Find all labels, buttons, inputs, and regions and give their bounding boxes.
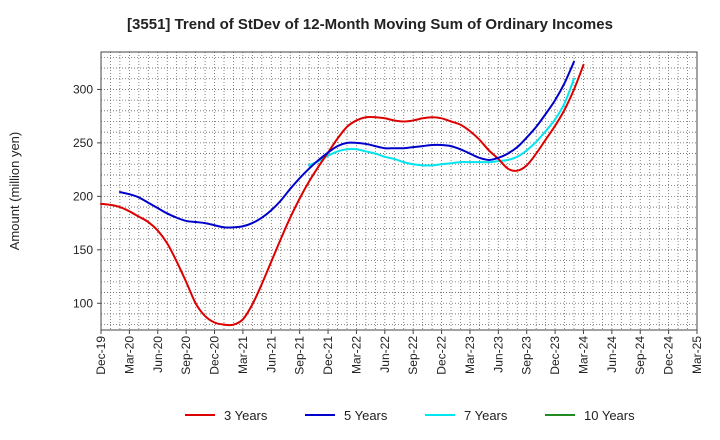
plot-border: [100, 51, 698, 331]
y-tick-label: 250: [73, 136, 93, 150]
axes: 100 150 200 250 300 Dec-19 Mar-20 Jun-20 Sep-20 D…: [73, 51, 704, 375]
x-tick-label: Sep-22: [406, 336, 420, 375]
x-tick-label: Dec-19: [94, 336, 108, 375]
legend-label-10-years: 10 Years: [584, 408, 635, 423]
x-tick-label: Jun-22: [378, 336, 392, 373]
x-tick-label: Mar-21: [236, 336, 250, 374]
x-tick-label: Jun-20: [151, 336, 165, 373]
legend-label-7-years: 7 Years: [464, 408, 508, 423]
x-tick-label: Sep-20: [179, 336, 193, 375]
series-line-5-years: [118, 60, 576, 229]
x-tick-label: Jun-24: [605, 336, 619, 373]
y-tick-label: 150: [73, 243, 93, 257]
legend-label-5-years: 5 Years: [344, 408, 388, 423]
legend-label-3-years: 3 Years: [224, 408, 268, 423]
legend: 3 Years 5 Years 7 Years 10 Years: [185, 408, 635, 423]
x-tick-label: Jun-23: [491, 336, 505, 373]
series-lines: [100, 60, 585, 327]
y-axis-label: Amount (million yen): [7, 132, 22, 251]
x-tick-label: Mar-25: [690, 336, 704, 374]
x-tick-label: Mar-20: [122, 336, 136, 374]
y-tick-label: 300: [73, 82, 93, 96]
chart-title: [3551] Trend of StDev of 12-Month Moving…: [127, 16, 613, 33]
x-tick-label: Dec-24: [662, 336, 676, 375]
x-tick-label: Dec-23: [548, 336, 562, 375]
series-line-7-years: [308, 77, 576, 167]
x-tick-label: Dec-21: [321, 336, 335, 375]
x-tick-label: Mar-23: [463, 336, 477, 374]
y-tick-label: 100: [73, 296, 93, 310]
series-line-3-years: [100, 63, 585, 327]
grid: [100, 52, 698, 330]
x-tick-label: Mar-22: [349, 336, 363, 374]
x-tick-label: Jun-21: [264, 336, 278, 373]
x-tick-label: Sep-23: [520, 336, 534, 375]
y-tick-label: 200: [73, 189, 93, 203]
x-tick-label: Sep-21: [293, 336, 307, 375]
plot-area: [101, 52, 697, 330]
x-tick-label: Dec-20: [208, 336, 222, 375]
x-tick-label: Dec-22: [435, 336, 449, 375]
x-tick-label: Mar-24: [576, 336, 590, 374]
x-tick-label: Sep-24: [633, 336, 647, 375]
